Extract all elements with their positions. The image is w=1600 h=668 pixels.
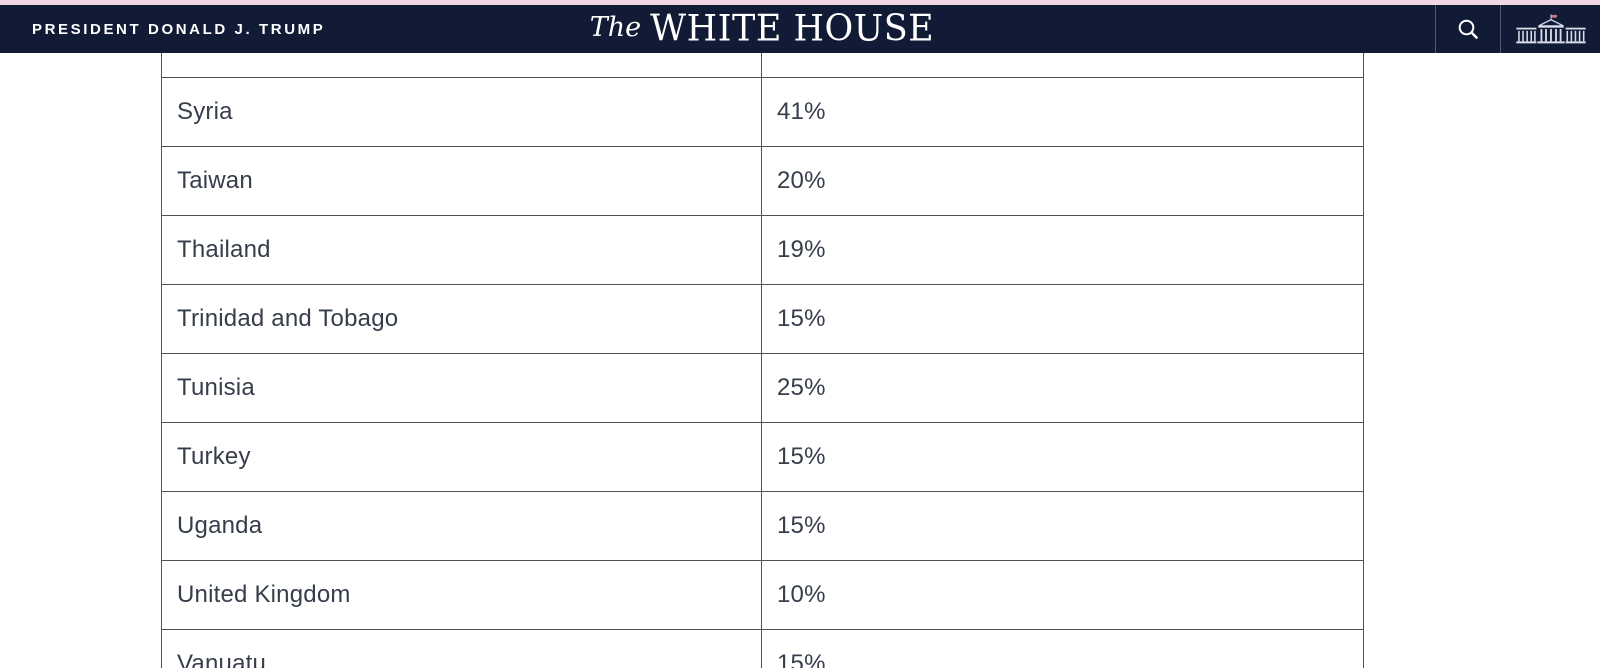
country-cell: Thailand	[161, 215, 762, 285]
white-house-icon	[1514, 13, 1588, 45]
rate-cell	[761, 53, 1364, 78]
table-row: Tunisia 25%	[161, 353, 1364, 423]
tariff-table: Syria 41% Taiwan 20% Thailand 19% Trinidad and…	[161, 53, 1364, 668]
navbar-right-section	[1435, 5, 1600, 53]
country-cell: Vanuatu	[161, 629, 762, 668]
home-button[interactable]	[1501, 5, 1600, 53]
logo-title-text: WHITE HOUSE	[650, 8, 935, 50]
table-row: Trinidad and Tobago 15%	[161, 284, 1364, 354]
table-row: Turkey 15%	[161, 422, 1364, 492]
rate-cell: 19%	[761, 215, 1364, 285]
table-row: Uganda 15%	[161, 491, 1364, 561]
tariff-table-body: Syria 41% Taiwan 20% Thailand 19% Trinidad and…	[161, 53, 1364, 668]
table-row: Taiwan 20%	[161, 146, 1364, 216]
country-cell	[161, 53, 762, 78]
table-row: Vanuatu 15%	[161, 629, 1364, 668]
table-row: United Kingdom 10%	[161, 560, 1364, 630]
country-cell: Syria	[161, 77, 762, 147]
country-cell: Turkey	[161, 422, 762, 492]
content-area: Syria 41% Taiwan 20% Thailand 19% Trinidad and…	[0, 53, 1600, 668]
rate-cell: 20%	[761, 146, 1364, 216]
rate-cell: 15%	[761, 491, 1364, 561]
rate-cell: 25%	[761, 353, 1364, 423]
whitehouse-logo-link[interactable]: The WHITE HOUSE	[590, 5, 934, 53]
country-cell: Trinidad and Tobago	[161, 284, 762, 354]
country-cell: Uganda	[161, 491, 762, 561]
table-row: Thailand 19%	[161, 215, 1364, 285]
navbar: PRESIDENT DONALD J. TRUMP The WHITE HOUS…	[0, 5, 1600, 53]
country-cell: Tunisia	[161, 353, 762, 423]
rate-cell: 10%	[761, 560, 1364, 630]
navbar-divider	[1500, 5, 1501, 53]
search-icon	[1457, 18, 1479, 40]
country-cell: Taiwan	[161, 146, 762, 216]
navbar-divider	[1435, 5, 1436, 53]
rate-cell: 41%	[761, 77, 1364, 147]
rate-cell: 15%	[761, 284, 1364, 354]
search-button[interactable]	[1436, 5, 1500, 53]
table-row: Syria 41%	[161, 77, 1364, 147]
country-cell: United Kingdom	[161, 560, 762, 630]
rate-cell: 15%	[761, 422, 1364, 492]
logo-the-text: The	[589, 11, 642, 43]
president-label-link[interactable]: PRESIDENT DONALD J. TRUMP	[32, 20, 326, 38]
table-row	[161, 53, 1364, 78]
rate-cell: 15%	[761, 629, 1364, 668]
header-top-strip	[0, 0, 1600, 5]
